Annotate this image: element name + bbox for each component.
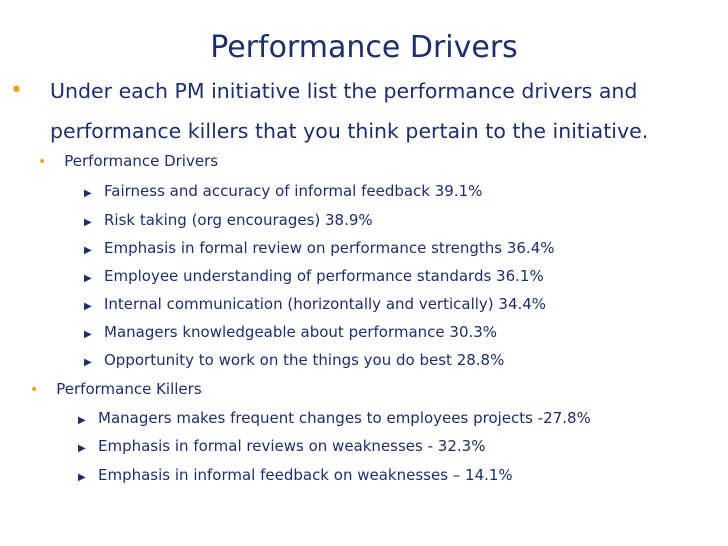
triangle-bullet-icon: ▶	[84, 357, 92, 368]
killer-item-label: Emphasis in formal reviews on weaknesses…	[98, 437, 486, 455]
driver-item: ▶ Emphasis in formal review on performanc…	[84, 237, 555, 262]
slide-title: Performance Drivers	[210, 30, 518, 65]
triangle-bullet-icon: ▶	[84, 273, 92, 284]
triangle-bullet-icon: ▶	[78, 472, 86, 483]
intro-line-1: Under each PM initiative list the perfor…	[50, 79, 638, 103]
driver-item-label: Managers knowledgeable about performance…	[104, 323, 498, 341]
driver-item-label: Fairness and accuracy of informal feedba…	[104, 182, 483, 200]
drivers-heading-label: Performance Drivers	[64, 152, 219, 170]
driver-item: ▶ Risk taking (org encourages) 38.9%	[84, 209, 373, 234]
dot-bullet-icon: •	[30, 382, 39, 398]
triangle-bullet-icon: ▶	[78, 443, 86, 454]
triangle-bullet-icon: ▶	[78, 415, 86, 426]
triangle-bullet-icon: ▶	[84, 329, 92, 340]
killers-heading-label: Performance Killers	[56, 380, 202, 398]
driver-item-label: Risk taking (org encourages) 38.9%	[104, 211, 373, 229]
driver-item: ▶ Fairness and accuracy of informal feedb…	[84, 180, 482, 205]
driver-item-label: Employee understanding of performance st…	[104, 267, 544, 285]
dot-bullet-icon: •	[10, 78, 23, 103]
killers-heading: • Performance Killers	[30, 378, 202, 401]
intro-line-2: performance killers that you think perta…	[50, 119, 649, 143]
driver-item-label: Emphasis in formal review on performance…	[104, 239, 555, 257]
killer-item: ▶ Emphasis in informal feedback on weakne…	[78, 464, 513, 489]
driver-item-label: Internal communication (horizontally and…	[104, 295, 547, 313]
killer-item-label: Emphasis in informal feedback on weaknes…	[98, 466, 513, 484]
driver-item-label: Opportunity to work on the things you do…	[104, 351, 505, 369]
triangle-bullet-icon: ▶	[84, 301, 92, 312]
driver-item: ▶ Opportunity to work on the things you d…	[84, 349, 504, 374]
killer-item-label: Managers makes frequent changes to emplo…	[98, 409, 591, 427]
triangle-bullet-icon: ▶	[84, 188, 92, 199]
killer-item: ▶ Emphasis in formal reviews on weaknesse…	[78, 435, 485, 460]
killer-item: ▶ Managers makes frequent changes to empl…	[78, 407, 591, 432]
drivers-heading: • Performance Drivers	[38, 150, 218, 173]
triangle-bullet-icon: ▶	[84, 245, 92, 256]
driver-item: ▶ Managers knowledgeable about performanc…	[84, 321, 497, 346]
driver-item: ▶ Employee understanding of performance s…	[84, 265, 544, 290]
driver-item: ▶ Internal communication (horizontally an…	[84, 293, 546, 318]
triangle-bullet-icon: ▶	[84, 217, 92, 228]
dot-bullet-icon: •	[38, 154, 47, 170]
